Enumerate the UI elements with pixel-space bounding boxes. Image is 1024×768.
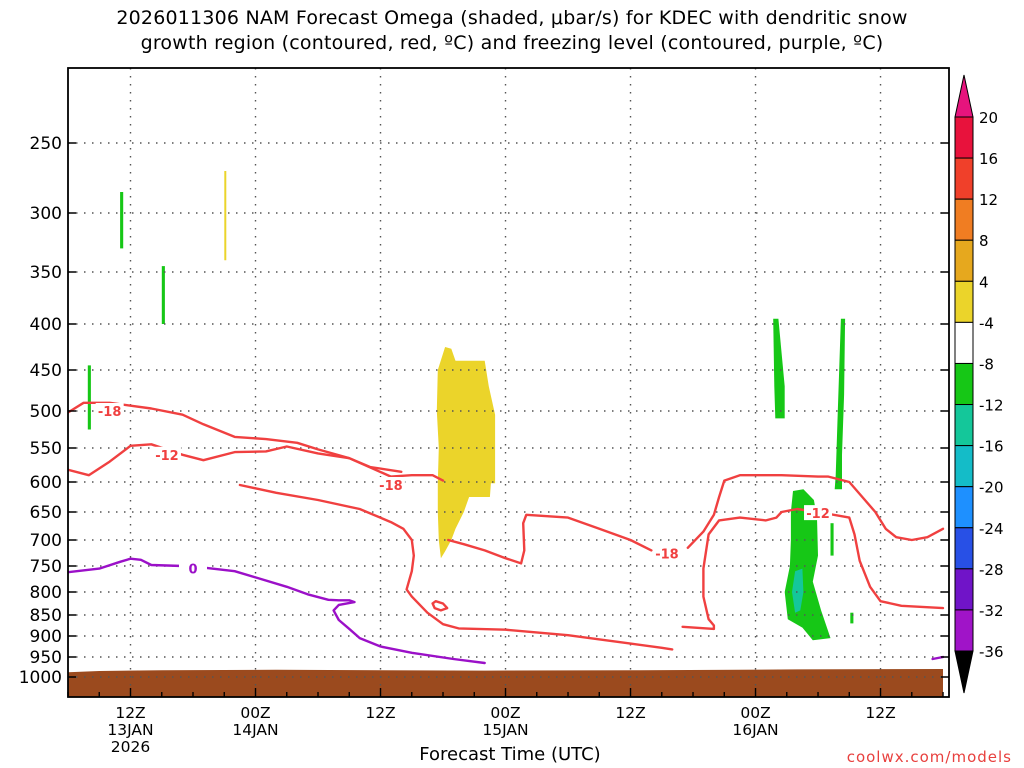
x-tick-label: 2026 — [111, 738, 150, 756]
colorbar-label: -12 — [979, 397, 1004, 415]
colorbar-swatch — [954, 568, 974, 611]
y-tick-label: 350 — [30, 263, 62, 283]
colorbar-label: 4 — [979, 273, 989, 291]
colorbar-label: -24 — [979, 520, 1004, 538]
terrain-layer — [68, 669, 943, 697]
omega-region-1 — [224, 171, 227, 261]
x-tick-label: 12Z — [615, 704, 645, 722]
colorbar-swatch — [954, 321, 974, 364]
omega-region-8 — [792, 568, 804, 613]
colorbar-label: 20 — [979, 109, 998, 127]
x-tick-label: 12Z — [115, 704, 145, 722]
y-tick-label: 700 — [30, 531, 62, 551]
x-tick-label: 13JAN — [107, 721, 153, 739]
colorbar-swatch — [954, 280, 974, 323]
y-tick-label: 900 — [30, 627, 62, 647]
y-tick-label: 500 — [30, 402, 62, 422]
y-tick-label: 800 — [30, 583, 62, 603]
red-contour-label-bg — [152, 446, 181, 462]
plot-frame — [67, 67, 950, 698]
red-contour-label: -12 — [155, 449, 179, 464]
x-tick-label: 16JAN — [732, 721, 778, 739]
colorbar-label: -16 — [979, 438, 1004, 456]
omega-region-5 — [773, 318, 785, 419]
y-tick-label: 250 — [30, 134, 62, 154]
x-tick-label: 12Z — [365, 704, 395, 722]
red-contour-6 — [431, 600, 449, 612]
y-tick-label: 650 — [30, 503, 62, 523]
colorbar-swatch — [954, 609, 974, 652]
colorbar-swatch — [954, 404, 974, 447]
y-tick-label: 750 — [30, 557, 62, 577]
y-tick-label: 550 — [30, 439, 62, 459]
y-tick-label: 850 — [30, 606, 62, 626]
y-tick-label: 400 — [30, 315, 62, 335]
colorbar-label: -32 — [979, 602, 1004, 620]
colorbar-bottom-arrow — [954, 650, 974, 694]
purple-contour-label-bg — [179, 560, 208, 576]
colorbar-top-arrow — [954, 74, 974, 118]
y-tick-label: 1000 — [19, 668, 62, 688]
x-tick-label: 15JAN — [482, 721, 528, 739]
colorbar-swatch — [954, 362, 974, 406]
red-contour-label-bg — [652, 545, 681, 561]
credit-text: coolwx.com/models — [846, 748, 1012, 766]
omega-region-3 — [161, 266, 165, 324]
y-tick-label: 300 — [30, 204, 62, 224]
colorbar-swatch — [954, 527, 974, 570]
red-contour-label-bg — [804, 505, 833, 521]
red-contour-label: -12 — [806, 507, 830, 522]
omega-region-2 — [120, 192, 124, 249]
colorbar-label: -36 — [979, 643, 1004, 661]
colorbar-swatch — [954, 116, 974, 159]
colorbar-swatch — [954, 445, 974, 488]
colorbar: 20 16 12 8 4 -4 -8 -12 -16 -20 -24 -28 -32 -36 — [954, 74, 1004, 694]
red-contour-label: -18 — [98, 405, 122, 420]
y-tick-label: 450 — [30, 361, 62, 381]
red-contour-label: -18 — [379, 479, 403, 494]
colorbar-swatch — [954, 486, 974, 529]
colorbar-label: 12 — [979, 191, 998, 209]
colorbar-label: 16 — [979, 150, 998, 168]
red-contour-5 — [681, 507, 945, 631]
x-tick-label: 12Z — [865, 704, 895, 722]
colorbar-swatch — [954, 198, 974, 241]
y-tick-label: 950 — [30, 648, 62, 668]
contour-layer: -18 -12 -18 -18 -12 0 — [68, 401, 945, 665]
chart-title-line-2: growth region (contoured, red, ºC) and f… — [140, 32, 884, 54]
y-tick-label: 600 — [30, 473, 62, 493]
red-contour-1 — [68, 443, 403, 477]
omega-region-4 — [87, 365, 91, 430]
red-contour-3 — [447, 513, 653, 565]
colorbar-label: -28 — [979, 561, 1004, 579]
omega-region-0 — [436, 347, 496, 559]
colorbar-label: 8 — [979, 232, 989, 250]
terrain-band — [68, 669, 943, 697]
purple-contour-label: 0 — [188, 563, 197, 578]
red-contour-label-bg — [95, 403, 124, 418]
colorbar-swatch — [954, 157, 974, 200]
colorbar-label: -20 — [979, 479, 1004, 497]
omega-shading-layer — [87, 171, 854, 641]
x-tick-label: 00Z — [740, 704, 770, 722]
red-contour-2 — [238, 483, 674, 651]
colorbar-swatch — [954, 239, 974, 282]
omega-region-6 — [834, 318, 846, 490]
x-tick-label: 00Z — [490, 704, 520, 722]
omega-region-9 — [830, 523, 834, 556]
red-contour-4 — [686, 474, 945, 549]
red-contour-label-bg — [376, 477, 405, 492]
chart-title: 2026011306 NAM Forecast Omega (shaded, μ… — [0, 6, 1024, 56]
x-axis-label: Forecast Time (UTC) — [419, 744, 601, 765]
axes-layer: 2503003504004505005506006507007508008509… — [19, 67, 950, 756]
chart-title-line-1: 2026011306 NAM Forecast Omega (shaded, μ… — [116, 7, 908, 29]
x-tick-label: 00Z — [240, 704, 270, 722]
purple-contour-0 — [68, 557, 486, 665]
colorbar-label: -4 — [979, 314, 994, 332]
colorbar-label: -8 — [979, 355, 994, 373]
x-tick-label: 14JAN — [232, 721, 278, 739]
grid-layer — [68, 68, 949, 697]
red-contour-label: -18 — [655, 548, 679, 563]
